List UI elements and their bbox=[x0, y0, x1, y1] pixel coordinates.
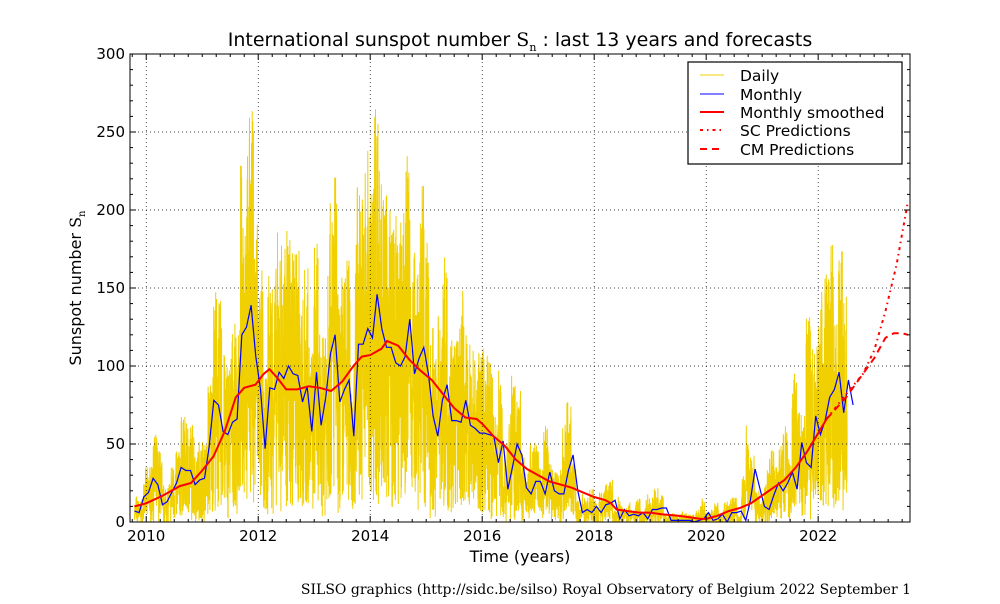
y-tick-label: 200 bbox=[96, 201, 125, 219]
footer-credit: SILSO graphics (http://sidc.be/silso) Ro… bbox=[301, 582, 911, 598]
y-tick-label: 250 bbox=[96, 123, 125, 141]
x-tick-label: 2010 bbox=[127, 527, 165, 545]
y-tick-label: 50 bbox=[106, 435, 125, 453]
legend-label-daily: Daily bbox=[740, 67, 779, 85]
daily-series-line bbox=[135, 109, 848, 522]
x-tick-label: 2012 bbox=[239, 527, 277, 545]
x-tick-label: 2016 bbox=[463, 527, 501, 545]
legend-label-cm: CM Predictions bbox=[740, 141, 854, 159]
y-tick-label: 100 bbox=[96, 357, 125, 375]
y-axis-label: Sunspot number Sn bbox=[66, 210, 88, 366]
x-tick-label: 2022 bbox=[799, 527, 837, 545]
x-tick-label: 2014 bbox=[351, 527, 389, 545]
x-axis-label: Time (years) bbox=[469, 547, 571, 566]
y-tick-label: 300 bbox=[96, 45, 125, 63]
y-tick-label: 150 bbox=[96, 279, 125, 297]
legend: Daily Monthly Monthly smoothed SC Predic… bbox=[688, 62, 902, 164]
legend-label-monthly: Monthly bbox=[740, 86, 802, 104]
x-tick-label: 2018 bbox=[575, 527, 613, 545]
legend-label-sc: SC Predictions bbox=[740, 122, 851, 140]
y-tick-label: 0 bbox=[115, 513, 125, 531]
chart-title: International sunspot number Sn : last 1… bbox=[228, 29, 813, 54]
legend-label-smoothed: Monthly smoothed bbox=[740, 104, 884, 122]
x-tick-label: 2020 bbox=[687, 527, 725, 545]
